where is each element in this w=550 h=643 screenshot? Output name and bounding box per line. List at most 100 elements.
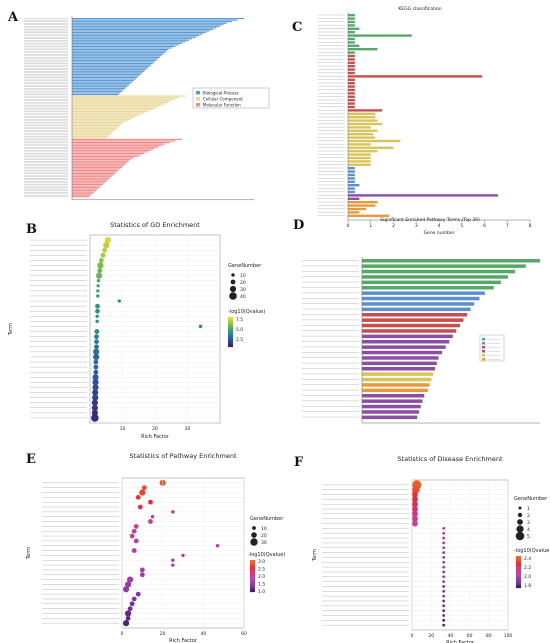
color-legend-bar bbox=[228, 321, 233, 324]
data-point bbox=[131, 548, 137, 553]
pathway-bar bbox=[362, 275, 508, 279]
go-bar bbox=[72, 176, 112, 178]
pathway-bar bbox=[362, 404, 421, 409]
color-legend-bar bbox=[228, 338, 233, 340]
pathway-bar bbox=[362, 334, 453, 339]
kegg-bar bbox=[348, 167, 355, 170]
kegg-bar bbox=[348, 184, 360, 187]
x-tick-label: 40 bbox=[200, 631, 206, 637]
color-legend-bar bbox=[516, 559, 521, 561]
data-point bbox=[442, 526, 446, 530]
size-legend-dot bbox=[231, 273, 235, 277]
go-bar bbox=[72, 120, 128, 122]
data-point bbox=[442, 575, 446, 579]
color-legend-bar bbox=[250, 580, 255, 583]
kegg-bar bbox=[348, 119, 378, 122]
color-legend-label: 3.0 bbox=[258, 559, 265, 565]
x-axis-label: Rich Factor bbox=[141, 434, 170, 440]
color-legend-label: 1.8 bbox=[524, 583, 531, 589]
go-bar bbox=[72, 173, 115, 175]
kegg-bar bbox=[348, 78, 355, 81]
color-legend-bar bbox=[250, 568, 255, 570]
pathway-bar bbox=[362, 377, 432, 382]
go-bar bbox=[72, 50, 167, 52]
data-point bbox=[131, 596, 137, 602]
legend-swatch bbox=[196, 103, 200, 107]
kegg-bar bbox=[348, 95, 355, 98]
go-bar bbox=[72, 61, 155, 63]
go-bar bbox=[72, 64, 152, 66]
color-legend-bar bbox=[250, 566, 255, 569]
go-bar bbox=[72, 186, 100, 189]
kegg-bar bbox=[348, 99, 355, 102]
data-point bbox=[95, 319, 99, 324]
color-legend-bar bbox=[228, 326, 233, 328]
data-point bbox=[411, 520, 418, 527]
kegg-bar bbox=[348, 88, 355, 92]
color-legend-label: 2.0 bbox=[524, 574, 531, 580]
size-legend-label: 4 bbox=[527, 527, 530, 533]
color-legend-bar bbox=[250, 571, 255, 573]
data-point bbox=[92, 379, 99, 386]
data-point bbox=[93, 364, 99, 370]
go-bar bbox=[72, 166, 122, 168]
pathway-bar bbox=[362, 345, 446, 349]
go-bar bbox=[72, 188, 98, 190]
data-point bbox=[198, 324, 203, 329]
data-point bbox=[100, 252, 106, 258]
size-legend-dot bbox=[515, 531, 525, 541]
kegg-bar bbox=[348, 211, 360, 214]
go-bar bbox=[72, 128, 117, 130]
go-bar bbox=[72, 41, 186, 43]
go-bar bbox=[72, 124, 121, 127]
color-legend-bar bbox=[228, 335, 233, 337]
go-bar bbox=[72, 18, 244, 20]
go-bar bbox=[72, 103, 165, 105]
data-point bbox=[92, 384, 99, 391]
data-point bbox=[181, 553, 185, 558]
pathway-bar bbox=[362, 356, 439, 360]
chart-title: Statistics of Pathway Enrichment bbox=[130, 452, 237, 460]
data-point bbox=[411, 501, 418, 508]
legend-swatch bbox=[196, 91, 200, 95]
color-legend-bar bbox=[516, 581, 521, 584]
kegg-bar bbox=[348, 207, 367, 211]
color-legend-bar bbox=[250, 576, 255, 578]
data-point bbox=[442, 541, 446, 545]
color-legend-bar bbox=[516, 584, 521, 587]
go-bar bbox=[72, 53, 164, 55]
chart-title: Statistics of GO Enrichment bbox=[110, 221, 200, 229]
legend-swatch bbox=[482, 346, 485, 349]
kegg-bar bbox=[348, 146, 394, 149]
go-bar bbox=[72, 42, 183, 44]
data-point bbox=[171, 558, 175, 562]
color-legend-bar bbox=[516, 576, 521, 579]
data-point bbox=[122, 586, 130, 593]
color-legend-bar bbox=[228, 341, 233, 343]
panel-letter-f: F bbox=[294, 455, 304, 470]
size-legend-label: 30 bbox=[240, 287, 246, 293]
color-legend-bar bbox=[516, 560, 521, 563]
legend-swatch bbox=[482, 350, 485, 353]
color-legend-bar bbox=[516, 562, 521, 565]
x-tick-label: 80 bbox=[486, 633, 492, 639]
color-legend-bar bbox=[516, 578, 521, 581]
go-bar bbox=[72, 177, 110, 179]
kegg-bar bbox=[348, 126, 371, 129]
x-tick-label: 20 bbox=[160, 631, 166, 637]
go-bar bbox=[72, 66, 150, 68]
data-point bbox=[95, 303, 100, 309]
pathway-bar bbox=[362, 388, 428, 393]
color-legend-bar bbox=[250, 587, 255, 589]
pathway-bar bbox=[362, 286, 494, 290]
x-tick-label: 8 bbox=[529, 223, 532, 229]
panel-letter-e: E bbox=[26, 452, 36, 467]
size-legend-title: GeneNumber bbox=[514, 496, 548, 502]
size-legend-label: 10 bbox=[240, 273, 246, 279]
data-point bbox=[96, 272, 103, 279]
color-legend-bar bbox=[250, 569, 255, 572]
go-bar bbox=[72, 56, 160, 58]
go-bar bbox=[72, 19, 238, 21]
color-legend-bar bbox=[228, 336, 233, 339]
